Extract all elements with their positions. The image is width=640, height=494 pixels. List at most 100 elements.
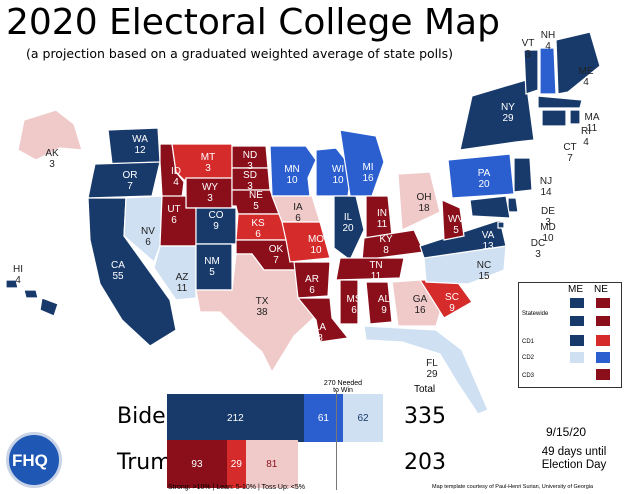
state-ev-la: 8 <box>317 333 323 344</box>
state-ev-ms: 6 <box>351 305 357 316</box>
state-or <box>87 161 161 199</box>
state-label-nv: NV <box>141 226 155 237</box>
state-ev-nv: 6 <box>145 237 151 248</box>
trump-total: 203 <box>404 450 446 475</box>
state-vt <box>523 49 539 95</box>
days-line2: Election Day <box>541 459 607 471</box>
state-ev-ky: 8 <box>383 245 389 256</box>
state-label-oh: OH <box>417 192 432 203</box>
legend-swatch-ne-cd3 <box>596 369 610 380</box>
total-label: Total <box>414 384 436 395</box>
legend-swatch-ne-cd1 <box>596 335 610 346</box>
state-label-mi: MI <box>362 162 373 173</box>
state-label-pa: PA <box>478 168 491 179</box>
state-hi <box>5 279 59 317</box>
state-ev-ri: 4 <box>583 137 589 148</box>
state-label-ne: NE <box>249 190 263 201</box>
state-ev-oh: 18 <box>418 203 430 214</box>
state-label-ny: NY <box>501 102 515 113</box>
state-ev-ct: 7 <box>567 153 573 164</box>
state-label-az: AZ <box>176 272 189 283</box>
state-nh <box>539 47 557 95</box>
state-de <box>507 197 519 213</box>
state-label-ri: RI <box>581 126 591 137</box>
state-ev-il: 20 <box>342 223 354 234</box>
state-ev-hi: 4 <box>15 275 21 286</box>
state-label-nh: NH <box>541 30 555 41</box>
state-ev-ks: 6 <box>255 229 261 240</box>
days-until-election: 49 days until Election Day <box>534 446 614 472</box>
state-ev-mn: 10 <box>286 175 298 186</box>
state-md <box>469 195 511 219</box>
state-ev-nh: 4 <box>545 41 551 52</box>
state-label-sd: SD <box>243 170 257 181</box>
state-ev-wy: 3 <box>207 193 213 204</box>
state-label-ok: OK <box>269 244 284 255</box>
legend-row-label: CD2 <box>522 355 535 361</box>
state-ev-mi: 16 <box>362 173 374 184</box>
state-ev-tn: 11 <box>371 271 382 282</box>
map-credit: Map template courtesy of Paul-Henri Suri… <box>432 484 594 490</box>
state-oh <box>397 171 441 231</box>
state-label-wy: WY <box>202 182 218 193</box>
state-ev-tx: 38 <box>256 307 268 318</box>
state-ev-ak: 3 <box>49 159 55 170</box>
legend-row-label: CD3 <box>522 373 535 379</box>
state-label-mo: MO <box>308 234 324 245</box>
state-ny <box>459 79 535 151</box>
state-label-al: AL <box>378 294 391 305</box>
state-ev-va: 13 <box>482 241 494 252</box>
state-ev-dc: 3 <box>535 249 541 260</box>
state-label-tn: TN <box>369 260 382 271</box>
state-me <box>555 31 601 95</box>
state-label-dc: DC <box>531 238 545 249</box>
state-ma <box>537 95 583 109</box>
biden-tossup-bar: 62 <box>343 394 384 442</box>
legend-me-header: ME <box>568 284 583 295</box>
days-line1: 49 days until <box>541 446 607 458</box>
state-label-ks: KS <box>251 218 265 229</box>
biden-lean-bar: 61 <box>303 394 344 442</box>
legend-ne-header: NE <box>594 284 608 295</box>
win-threshold-line <box>336 390 337 490</box>
page-title: 2020 Electoral College Map <box>6 2 500 43</box>
state-ev-al: 9 <box>381 305 387 316</box>
state-label-il: IL <box>344 212 353 223</box>
state-label-nd: ND <box>243 150 257 161</box>
state-label-id: ID <box>171 166 181 177</box>
state-ev-md: 10 <box>542 233 554 244</box>
state-ev-nc: 15 <box>478 271 490 282</box>
state-ev-wa: 12 <box>134 145 146 156</box>
state-ct <box>541 109 567 127</box>
fhq-logo-text: FHQ <box>12 451 48 470</box>
legend-swatch-me-cd2 <box>570 352 584 363</box>
state-ev-in: 11 <box>377 219 388 230</box>
state-label-co: CO <box>209 210 224 221</box>
state-ev-sd: 3 <box>247 181 253 192</box>
legend-swatch-ne-cd2 <box>596 352 610 363</box>
state-label-ca: CA <box>111 260 125 271</box>
legend-swatch-me-cd1 <box>570 335 584 346</box>
state-ev-de: 3 <box>545 217 551 228</box>
state-ri <box>569 109 581 125</box>
legend-swatch-me-statewide <box>570 298 584 308</box>
state-label-nm: NM <box>204 256 220 267</box>
state-ev-sc: 9 <box>449 303 455 314</box>
state-ev-mo: 10 <box>310 245 322 256</box>
state-ak <box>17 109 83 161</box>
state-ev-ar: 6 <box>309 285 315 296</box>
state-label-wi: WI <box>332 164 344 175</box>
state-ev-az: 11 <box>177 283 188 294</box>
state-ev-pa: 20 <box>478 179 490 190</box>
needed-to-win-label: 270 Needed to Win <box>318 380 368 394</box>
state-al <box>365 281 393 325</box>
state-ev-ca: 55 <box>112 271 124 282</box>
state-label-wa: WA <box>132 134 148 145</box>
state-label-de: DE <box>541 206 555 217</box>
state-ev-ne: 5 <box>253 201 259 212</box>
legend-swatch-ne-statewide <box>596 298 610 308</box>
state-label-in: IN <box>377 208 387 219</box>
biden-strong-bar: 212 <box>167 394 304 442</box>
state-wv <box>441 199 465 241</box>
